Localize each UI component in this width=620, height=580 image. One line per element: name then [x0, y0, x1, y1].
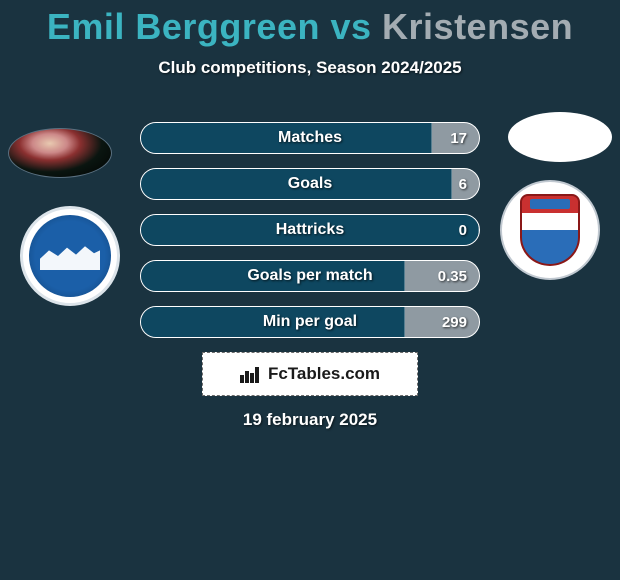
- stat-label: Hattricks: [141, 215, 479, 245]
- stat-bar: Matches17: [140, 122, 480, 154]
- stat-label: Min per goal: [141, 307, 479, 337]
- stat-value-right: 17: [450, 123, 467, 153]
- player-left-avatar: [8, 128, 112, 178]
- stat-label: Goals: [141, 169, 479, 199]
- club-left-logo: [20, 206, 120, 306]
- stat-bar: Hattricks0: [140, 214, 480, 246]
- page-title: Emil Berggreen vs Kristensen: [0, 0, 620, 48]
- title-right: Kristensen: [382, 6, 573, 47]
- stat-bar: Goals per match0.35: [140, 260, 480, 292]
- stat-value-right: 299: [442, 307, 467, 337]
- stats-bars: Matches17 Goals6 Hattricks0 Goals per match…: [140, 122, 480, 352]
- stat-bar: Goals6: [140, 168, 480, 200]
- title-vs: vs: [330, 6, 382, 47]
- date-text: 19 february 2025: [0, 410, 620, 430]
- stat-value-right: 6: [459, 169, 467, 199]
- stat-label: Matches: [141, 123, 479, 153]
- title-left: Emil Berggreen: [47, 6, 320, 47]
- player-right-avatar: [508, 112, 612, 162]
- stat-value-right: 0.35: [438, 261, 467, 291]
- club-right-logo: [500, 180, 600, 280]
- stat-bar: Min per goal299: [140, 306, 480, 338]
- brand-box: FcTables.com: [202, 352, 418, 396]
- brand-text: FcTables.com: [268, 364, 380, 384]
- stat-label: Goals per match: [141, 261, 479, 291]
- stat-value-right: 0: [459, 215, 467, 245]
- subtitle: Club competitions, Season 2024/2025: [0, 58, 620, 78]
- bar-chart-icon: [240, 365, 262, 383]
